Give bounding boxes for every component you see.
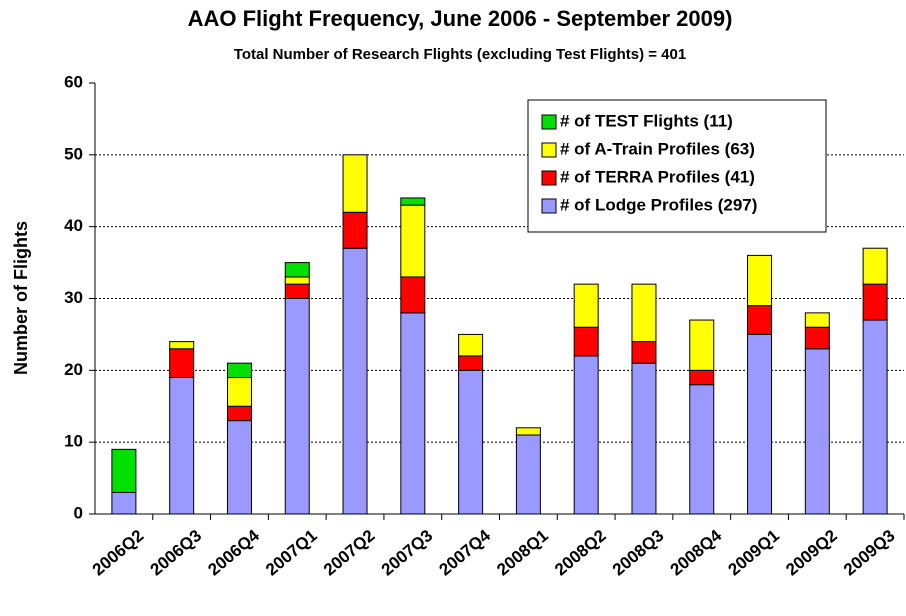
bar-segment	[169, 341, 195, 350]
x-tick-label: 2007Q3	[378, 526, 437, 579]
bar-segment	[111, 448, 137, 493]
bar-segment	[400, 276, 426, 314]
bar-segment	[862, 319, 888, 515]
legend-box	[527, 99, 827, 233]
legend-swatch	[541, 170, 557, 186]
y-tick-label: 40	[64, 216, 83, 235]
x-tick-label: 2007Q2	[320, 526, 379, 579]
x-tick-label: 2009Q1	[724, 526, 783, 579]
bar-segment	[689, 369, 715, 386]
y-axis-label: Number of Flights	[11, 221, 31, 375]
x-tick-label: 2008Q3	[609, 526, 668, 579]
bar-segment	[284, 283, 310, 299]
bar-segment	[458, 333, 484, 357]
bar-segment	[631, 283, 657, 343]
bar-segment	[804, 326, 830, 350]
bar-segment	[111, 491, 137, 515]
bar-segment	[342, 154, 368, 213]
legend-label: # of TERRA Profiles (41)	[560, 167, 755, 186]
x-tick-label: 2006Q4	[204, 526, 263, 580]
x-tick-label: 2009Q3	[840, 526, 899, 579]
y-tick-label: 50	[64, 144, 83, 163]
x-tick-label: 2008Q1	[493, 526, 552, 579]
x-tick-label: 2009Q2	[782, 526, 841, 579]
bar-segment	[400, 312, 426, 515]
bar-segment	[631, 362, 657, 515]
bar-segment	[573, 283, 599, 328]
bar-segment	[515, 427, 541, 436]
legend-label: # of TEST Flights (11)	[560, 111, 733, 130]
bar-segment	[689, 319, 715, 371]
legend-swatch	[541, 198, 557, 214]
bar-segment	[169, 348, 195, 379]
bar-segment	[862, 283, 888, 321]
bar-segment	[226, 420, 252, 515]
bar-segment	[169, 377, 195, 515]
legend-swatch	[541, 142, 557, 158]
legend-label: # of Lodge Profiles (297)	[560, 195, 757, 214]
bar-segment	[284, 276, 310, 285]
bar-segment	[747, 305, 773, 335]
bar-segment	[400, 197, 426, 206]
bar-segment	[226, 362, 252, 379]
x-tick-label: 2006Q2	[89, 526, 148, 579]
y-tick-label: 60	[64, 72, 83, 91]
bar-segment	[747, 254, 773, 307]
bar-segment	[342, 211, 368, 249]
bar-segment	[400, 204, 426, 278]
chart-subtitle: Total Number of Research Flights (exclud…	[234, 46, 686, 63]
bar-segment	[458, 355, 484, 371]
bar-segment	[226, 405, 252, 422]
bar-segment	[284, 262, 310, 278]
bar-segment	[342, 247, 368, 515]
x-tick-label: 2008Q4	[667, 526, 726, 580]
legend-label: # of A-Train Profiles (63)	[560, 139, 755, 158]
bar-segment	[515, 434, 541, 515]
bar-segment	[573, 326, 599, 357]
y-tick-label: 20	[64, 360, 83, 379]
legend-swatch	[541, 114, 557, 130]
chart-title: AAO Flight Frequency, June 2006 - Septem…	[188, 6, 733, 31]
bar-segment	[573, 355, 599, 515]
bar-segment	[689, 384, 715, 515]
bar-segment	[804, 312, 830, 328]
y-tick-label: 0	[74, 503, 83, 522]
bar-segment	[458, 369, 484, 515]
x-tick-label: 2007Q4	[436, 526, 495, 580]
bar-segment	[862, 247, 888, 285]
bar-segment	[804, 348, 830, 515]
bar-segment	[631, 341, 657, 364]
x-tick-label: 2006Q3	[147, 526, 206, 579]
y-tick-label: 10	[64, 432, 83, 451]
bar-segment	[226, 377, 252, 407]
bar-segment	[284, 298, 310, 515]
y-tick-label: 30	[64, 288, 83, 307]
bar-segment	[747, 333, 773, 515]
x-tick-label: 2007Q1	[262, 526, 321, 579]
x-tick-label: 2008Q2	[551, 526, 610, 579]
